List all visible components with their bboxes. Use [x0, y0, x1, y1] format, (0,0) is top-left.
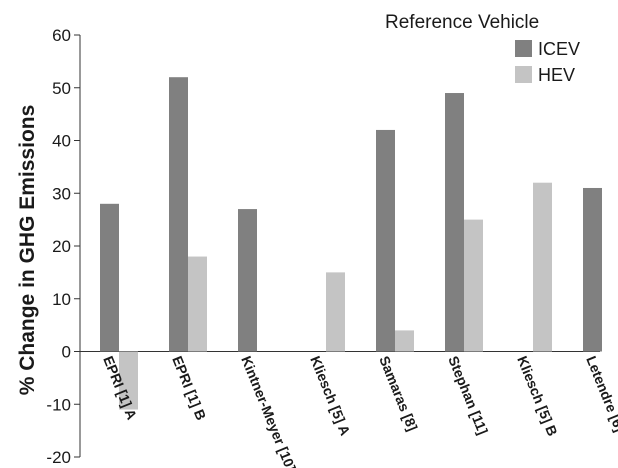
y-tick-label: 0	[62, 343, 71, 362]
legend-title: Reference Vehicle	[385, 12, 539, 33]
y-tick-label: 20	[52, 237, 71, 256]
category-label: Letendre [6]	[583, 354, 618, 434]
bar-hev	[119, 351, 138, 410]
category-label: Stephan [11]	[445, 354, 491, 437]
y-tick-label: -20	[46, 448, 71, 467]
bar-icev	[100, 203, 119, 352]
category-label: Samaras [8]	[376, 354, 421, 434]
category-label: Kintner-Meyer [10]	[238, 354, 299, 468]
y-tick-label: 40	[52, 132, 71, 151]
y-tick-label: 60	[52, 26, 71, 45]
bar-hev	[188, 256, 207, 352]
bar-icev	[583, 187, 602, 352]
category-label: Kliesch [5] A	[307, 354, 353, 438]
category-labels: EPRI [1] A EPRI [1] B Kintner-Meyer [10] Kl…	[100, 354, 618, 468]
bar-icev	[445, 93, 464, 352]
bar-hev	[395, 330, 414, 352]
legend-label-hev: HEV	[538, 65, 575, 85]
bar-hev	[326, 272, 345, 352]
y-ticks: 60 50 40 30 20 10 0 -10 -20	[46, 26, 80, 467]
legend: Reference Vehicle ICEV HEV	[385, 12, 580, 85]
bar-icev	[376, 129, 395, 352]
axes	[79, 35, 600, 457]
bar-icev	[238, 209, 257, 352]
legend-swatch-hev	[515, 66, 532, 83]
bar-icev	[169, 77, 188, 352]
legend-swatch-icev	[515, 40, 532, 57]
y-axis-title: % Change in GHG Emissions	[16, 105, 39, 396]
category-label: Kliesch [5] B	[514, 354, 561, 439]
y-tick-label: 30	[52, 184, 71, 203]
y-tick-label: 10	[52, 290, 71, 309]
bar-hev	[464, 219, 483, 352]
bars	[100, 77, 602, 410]
category-label: EPRI [1] B	[169, 354, 209, 423]
y-tick-label: -10	[46, 395, 71, 414]
y-tick-label: 50	[52, 79, 71, 98]
legend-label-icev: ICEV	[538, 39, 580, 59]
bar-hev	[533, 182, 552, 352]
